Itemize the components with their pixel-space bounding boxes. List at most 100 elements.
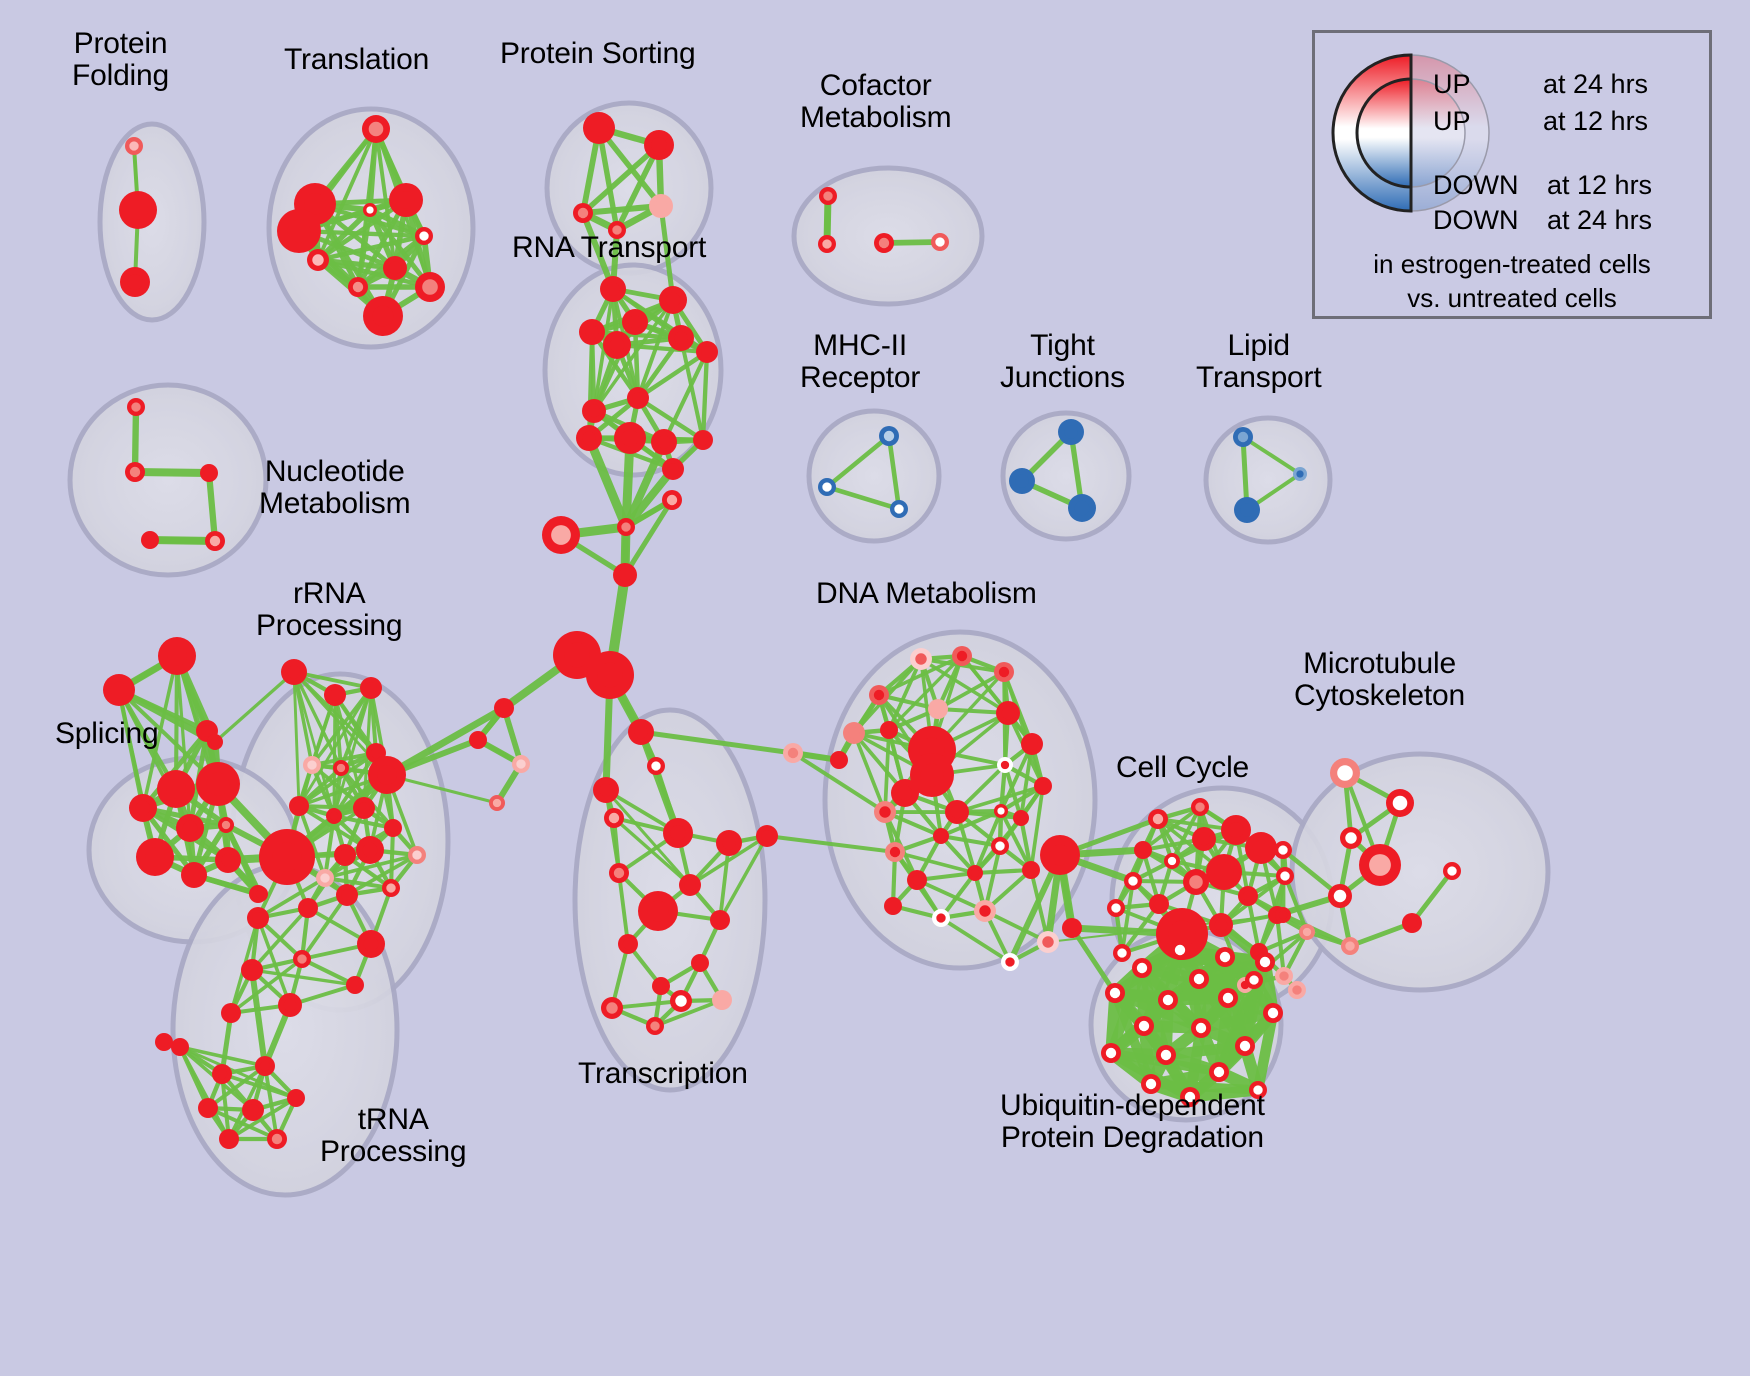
node-nucleotide-metabolism [127, 398, 145, 416]
edge [220, 1072, 231, 1141]
node-inner-core-12hr [210, 737, 220, 747]
node-inner-core-12hr [1278, 910, 1288, 920]
node-inner-core-12hr [609, 337, 625, 353]
legend-row-3-dir: DOWN [1433, 205, 1519, 235]
cluster-label-mhc-ii: MHC-II Receptor [800, 329, 921, 394]
node-inner-core-12hr [1249, 975, 1259, 985]
node-inner-core-12hr [386, 883, 396, 893]
edge [1019, 742, 1034, 820]
edge [955, 784, 1045, 814]
node-inner-core-12hr [622, 938, 634, 950]
node-splicing [129, 794, 157, 822]
node-microtubule [1274, 841, 1292, 859]
cluster-label-ubiquitin: Ubiquitin-dependent Protein Degradation [1000, 1089, 1265, 1154]
node-inner-core-12hr [654, 199, 668, 213]
node-inner-core-12hr [1153, 898, 1165, 910]
node-inner-core-12hr [370, 747, 382, 759]
node-layer [103, 112, 1461, 1149]
node-inner-core-12hr [1278, 845, 1288, 855]
node-inner-core-12hr [145, 847, 165, 867]
node-inner-core-12hr [1267, 1007, 1279, 1019]
node-inner-core-12hr [1001, 706, 1015, 720]
node-protein-sorting [608, 221, 626, 239]
edge [383, 704, 508, 779]
node-rrna-processing [368, 756, 406, 794]
node-protein-folding [120, 267, 150, 297]
node-tight-junctions [1009, 468, 1035, 494]
node-rrna-processing [241, 959, 263, 981]
node-inner-core-12hr [422, 279, 438, 295]
node-ubiquitin [1156, 1045, 1176, 1065]
node-cell-cycle [1113, 944, 1131, 962]
node-inner-core-12hr [1228, 822, 1244, 838]
edge [852, 731, 887, 814]
node-cell-cycle [1156, 908, 1208, 960]
legend-row-1-dir: UP [1433, 106, 1471, 136]
node-dna-metabolism [933, 828, 949, 844]
node-translation [363, 203, 377, 217]
node-inner-core-12hr [145, 535, 155, 545]
node-rrna-processing [356, 836, 384, 864]
node-translation [307, 249, 329, 271]
node-rrna-processing [382, 879, 400, 897]
edge [584, 433, 631, 532]
node-rrna-processing [303, 756, 321, 774]
edge [256, 916, 292, 1007]
node-inner-core-12hr [135, 800, 151, 816]
node-inner-core-12hr [182, 820, 198, 836]
node-inner-core-12hr [127, 274, 143, 290]
node-inner-core-12hr [259, 1060, 271, 1072]
edge [622, 465, 677, 531]
node-dna-metabolism [884, 897, 902, 915]
node-rrna-processing [289, 796, 309, 816]
node-cell-cycle [1148, 809, 1168, 829]
edge [141, 654, 179, 810]
node-inner-core-12hr [1292, 985, 1302, 995]
node-inner-core-12hr [1066, 922, 1078, 934]
node-inner-core-12hr [252, 912, 264, 924]
node-trna-processing [219, 1129, 239, 1149]
node-inner-core-12hr [1167, 856, 1177, 866]
node-inner-core-12hr [492, 798, 502, 808]
node-cell-cycle [1149, 894, 1169, 914]
node-inner-core-12hr [628, 315, 642, 329]
cluster-microtubule [1289, 751, 1551, 993]
node-inner-core-12hr [761, 830, 773, 842]
edge [310, 751, 378, 767]
cluster-label-rna-transport: RNA Transport [512, 231, 707, 264]
edge [983, 909, 1050, 944]
edge [1274, 912, 1287, 979]
node-inner-core-12hr [1296, 470, 1304, 478]
edge [678, 335, 706, 443]
node-inner-core-12hr [1242, 890, 1254, 902]
node-inner-core-12hr [1279, 971, 1289, 981]
node-rrna-processing [221, 1003, 241, 1023]
edge [580, 142, 662, 216]
node-inner-core-12hr [368, 121, 384, 137]
node-translation [277, 209, 321, 253]
node-ubiquitin [1141, 1074, 1161, 1094]
node-ubiquitin [1209, 1062, 1229, 1082]
node-rrna-processing [334, 844, 356, 866]
edge [658, 203, 676, 303]
node-inner-core-12hr [1447, 866, 1457, 876]
node-ubiquitin [1255, 952, 1275, 972]
node-inner-core-12hr [1240, 503, 1254, 517]
edge [614, 142, 662, 233]
node-bridge [1040, 835, 1080, 875]
node-inner-core-12hr [516, 759, 526, 769]
node-bridge [469, 731, 487, 749]
node-cell-cycle [1191, 798, 1209, 816]
node-rrna-processing [324, 684, 346, 706]
edge [297, 751, 378, 808]
node-cell-cycle [1107, 899, 1125, 917]
node-trna-processing [171, 1038, 189, 1056]
node-inner-core-12hr [822, 482, 832, 492]
cluster-label-cell-cycle: Cell Cycle [1116, 751, 1250, 784]
node-rrna-processing [207, 734, 223, 750]
node-translation [348, 277, 368, 297]
node-inner-core-12hr [714, 914, 726, 926]
node-inner-core-12hr [202, 1102, 214, 1114]
edge [332, 693, 337, 818]
legend-box: UP at 24 hrs UP at 12 hrs DOWN at 12 hrs… [1312, 30, 1712, 319]
